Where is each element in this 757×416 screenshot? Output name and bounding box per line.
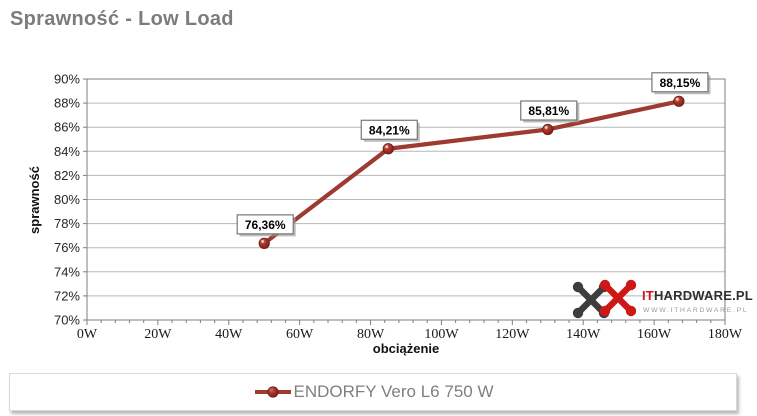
y-tick-label: 80% (54, 192, 80, 207)
y-axis-title: sprawność (27, 166, 42, 234)
plot-border (86, 78, 726, 321)
data-point-label: 76,36% (245, 218, 286, 232)
data-label-box (651, 72, 709, 93)
logo-url-text: WWW.ITHARDWARE.PL (643, 307, 748, 314)
x-axis-title: obciążenie (373, 341, 439, 356)
y-tick-label: 78% (54, 216, 80, 231)
data-point-marker (258, 237, 270, 249)
y-tick-label: 90% (54, 72, 80, 87)
x-tick-label: 120W (495, 327, 530, 342)
data-point-label: 85,81% (528, 104, 569, 118)
x-tick-label: 160W (637, 327, 672, 342)
legend: ENDORFY Vero L6 750 W (9, 373, 737, 411)
x-tick-label: 80W (357, 327, 385, 342)
data-point-label: 84,21% (369, 123, 410, 137)
ithardware-logo: ITHARDWARE.PL WWW.ITHARDWARE.PL (572, 279, 753, 319)
y-tick-label: 84% (54, 144, 80, 159)
x-tick-label: 20W (144, 327, 172, 342)
y-tick-label: 70% (54, 313, 80, 328)
y-tick-label: 76% (54, 240, 80, 255)
x-tick-label: 140W (566, 327, 601, 342)
data-label-box (360, 119, 418, 140)
legend-dot-swatch (266, 386, 279, 398)
data-point-marker (382, 143, 394, 155)
data-point-label: 88,15% (660, 76, 701, 90)
y-tick-label: 86% (54, 120, 80, 135)
data-point-marker (542, 123, 554, 136)
marker-highlight (544, 126, 548, 129)
y-tick-label: 88% (54, 96, 80, 111)
legend-series-marker (254, 386, 291, 398)
x-tick-label: 180W (708, 327, 743, 342)
y-tick-label: 74% (54, 264, 80, 279)
x-tick-label: 100W (424, 327, 459, 342)
page-title: Sprawność - Low Load (10, 8, 234, 30)
data-label-box (520, 100, 578, 121)
y-tick-label: 72% (54, 288, 80, 303)
x-tick-label: 60W (286, 327, 314, 342)
marker-highlight (675, 97, 679, 101)
marker-highlight (261, 239, 265, 243)
data-point-marker (673, 95, 685, 107)
data-label-box (236, 214, 294, 235)
series-line (262, 99, 682, 246)
logo-brand-text: ITHARDWARE.PL (642, 288, 753, 303)
x-tick-label: 40W (215, 327, 243, 342)
y-tick-label: 82% (54, 168, 80, 183)
legend-series-label: ENDORFY Vero L6 750 W (293, 382, 494, 401)
marker-highlight (385, 145, 389, 149)
logo-red-x-icon (599, 279, 637, 317)
x-tick-label: 0W (77, 327, 98, 342)
plot-area: 70% 72% 74% 76% 78% 80% 82% 84% 86% 88% 90% 0W 20W 40… (54, 72, 743, 343)
